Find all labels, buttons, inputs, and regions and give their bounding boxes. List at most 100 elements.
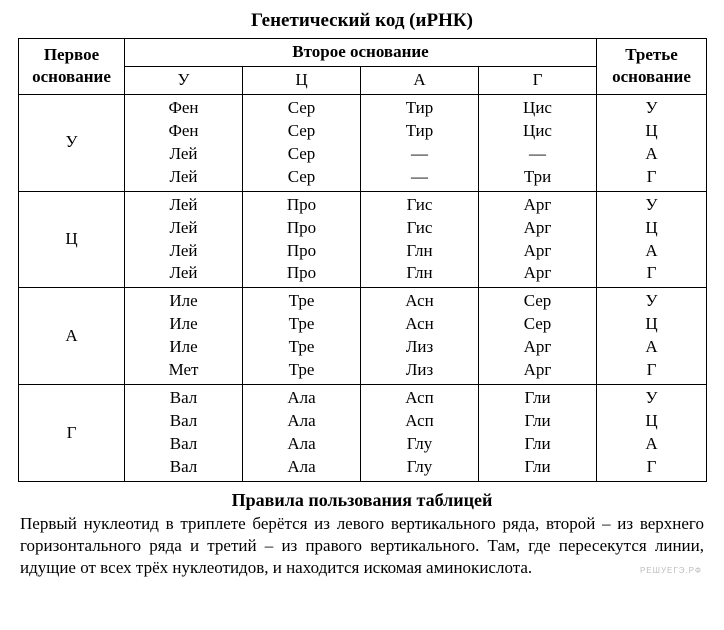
- amino-value: Тре: [243, 336, 360, 359]
- table-header: Первое основание Второе основание Третье…: [19, 39, 707, 95]
- amino-value: Тре: [243, 359, 360, 382]
- amino-value: Гли: [479, 410, 596, 433]
- amino-value: Арг: [479, 240, 596, 263]
- amino-value: Сер: [243, 143, 360, 166]
- page-title: Генетический код (иРНК): [18, 10, 706, 32]
- amino-value: Лей: [125, 194, 242, 217]
- amino-cell: АлаАлаАлаАла: [243, 385, 361, 482]
- amino-value: Про: [243, 194, 360, 217]
- amino-value: Арг: [479, 194, 596, 217]
- amino-value: Тре: [243, 313, 360, 336]
- header-third-base: Третье основание: [597, 39, 707, 95]
- third-base-value: У: [597, 97, 706, 120]
- third-base-value: Ц: [597, 120, 706, 143]
- table-row: АИлеИлеИлеМетТреТреТреТреАснАснЛизЛизСер…: [19, 288, 707, 385]
- amino-cell: АснАснЛизЛиз: [361, 288, 479, 385]
- amino-cell: ГлиГлиГлиГли: [479, 385, 597, 482]
- amino-value: Асп: [361, 387, 478, 410]
- amino-value: Сер: [479, 290, 596, 313]
- third-base-value: Г: [597, 262, 706, 285]
- amino-value: Про: [243, 240, 360, 263]
- third-base-value: А: [597, 143, 706, 166]
- amino-value: Лей: [125, 143, 242, 166]
- amino-value: —: [361, 143, 478, 166]
- amino-value: Вал: [125, 433, 242, 456]
- header-first-base: Первое основание: [19, 39, 125, 95]
- third-base-value: У: [597, 194, 706, 217]
- amino-value: Про: [243, 217, 360, 240]
- third-base-value: У: [597, 387, 706, 410]
- amino-value: —: [479, 143, 596, 166]
- amino-cell: ПроПроПроПро: [243, 191, 361, 288]
- amino-value: Тир: [361, 120, 478, 143]
- table-body: УФенФенЛейЛейСерСерСерСерТирТир——ЦисЦис—…: [19, 94, 707, 481]
- amino-cell: ИлеИлеИлеМет: [125, 288, 243, 385]
- first-base-cell: Г: [19, 385, 125, 482]
- amino-value: Гис: [361, 217, 478, 240]
- amino-cell: ЛейЛейЛейЛей: [125, 191, 243, 288]
- amino-cell: ГисГисГлнГлн: [361, 191, 479, 288]
- amino-value: —: [361, 166, 478, 189]
- amino-value: Сер: [243, 120, 360, 143]
- amino-value: Про: [243, 262, 360, 285]
- amino-value: Ала: [243, 456, 360, 479]
- amino-value: Асп: [361, 410, 478, 433]
- table-row: ЦЛейЛейЛейЛейПроПроПроПроГисГисГлнГлнАрг…: [19, 191, 707, 288]
- instructions-body: Первый нуклеотид в триплете берётся из л…: [20, 513, 704, 579]
- amino-value: Фен: [125, 97, 242, 120]
- codon-table: Первое основание Второе основание Третье…: [18, 38, 707, 482]
- first-base-cell: А: [19, 288, 125, 385]
- third-base-value: А: [597, 240, 706, 263]
- amino-value: Иле: [125, 336, 242, 359]
- amino-value: Гис: [361, 194, 478, 217]
- first-base-cell: У: [19, 94, 125, 191]
- amino-value: Асн: [361, 290, 478, 313]
- header-base-a: А: [361, 66, 479, 94]
- amino-value: Глу: [361, 433, 478, 456]
- amino-value: Гли: [479, 387, 596, 410]
- amino-value: Глн: [361, 262, 478, 285]
- amino-value: Глн: [361, 240, 478, 263]
- amino-value: Тир: [361, 97, 478, 120]
- header-base-u: У: [125, 66, 243, 94]
- amino-value: Иле: [125, 290, 242, 313]
- header-second-base: Второе основание: [125, 39, 597, 67]
- third-base-cell: УЦАГ: [597, 288, 707, 385]
- third-base-value: Г: [597, 359, 706, 382]
- amino-value: Ала: [243, 433, 360, 456]
- amino-value: Лей: [125, 240, 242, 263]
- third-base-value: Г: [597, 456, 706, 479]
- amino-value: Ала: [243, 410, 360, 433]
- third-base-value: А: [597, 433, 706, 456]
- instructions-title: Правила пользования таблицей: [18, 490, 706, 511]
- third-base-value: Г: [597, 166, 706, 189]
- amino-cell: ФенФенЛейЛей: [125, 94, 243, 191]
- watermark-text: РЕШУЕГЭ.РФ: [640, 566, 702, 575]
- amino-value: Фен: [125, 120, 242, 143]
- amino-cell: ВалВалВалВал: [125, 385, 243, 482]
- third-base-value: Ц: [597, 217, 706, 240]
- amino-value: Лиз: [361, 359, 478, 382]
- amino-value: Лиз: [361, 336, 478, 359]
- amino-value: Сер: [243, 166, 360, 189]
- amino-value: Иле: [125, 313, 242, 336]
- third-base-value: У: [597, 290, 706, 313]
- amino-value: Цис: [479, 120, 596, 143]
- amino-value: Гли: [479, 456, 596, 479]
- table-row: УФенФенЛейЛейСерСерСерСерТирТир——ЦисЦис—…: [19, 94, 707, 191]
- amino-cell: СерСерСерСер: [243, 94, 361, 191]
- amino-value: Глу: [361, 456, 478, 479]
- amino-cell: АспАспГлуГлу: [361, 385, 479, 482]
- amino-value: Асн: [361, 313, 478, 336]
- amino-cell: ЦисЦис—Три: [479, 94, 597, 191]
- amino-value: Вал: [125, 456, 242, 479]
- third-base-cell: УЦАГ: [597, 191, 707, 288]
- third-base-value: Ц: [597, 313, 706, 336]
- amino-value: Вал: [125, 387, 242, 410]
- amino-cell: ТирТир——: [361, 94, 479, 191]
- amino-value: Тре: [243, 290, 360, 313]
- amino-value: Арг: [479, 262, 596, 285]
- amino-cell: СерСерАргАрг: [479, 288, 597, 385]
- amino-value: Три: [479, 166, 596, 189]
- amino-cell: ТреТреТреТре: [243, 288, 361, 385]
